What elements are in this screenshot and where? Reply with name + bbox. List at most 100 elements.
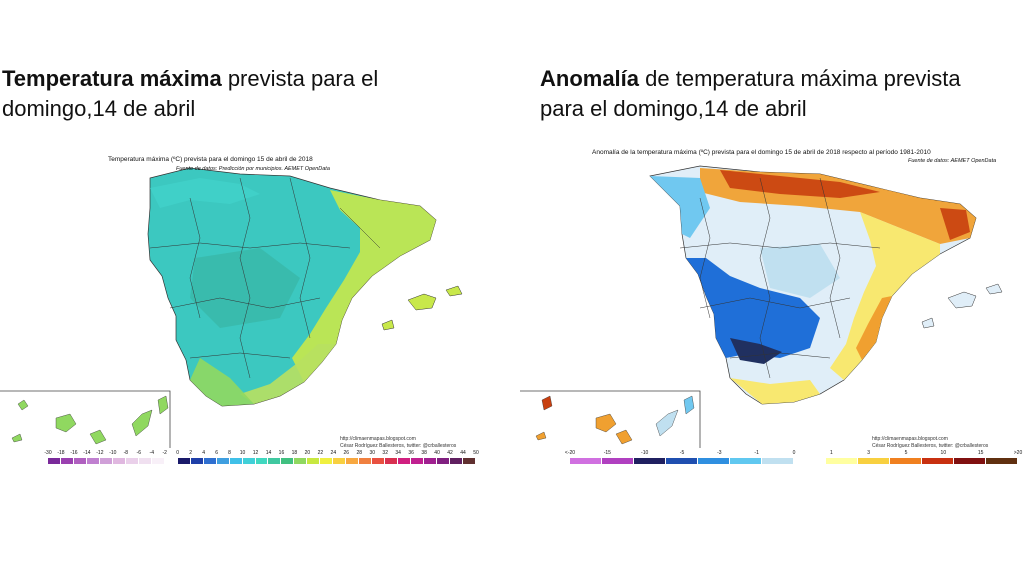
legend-tick-label: 24 xyxy=(330,450,337,456)
left-map-title: Temperatura máxima (ºC) prevista para el… xyxy=(108,156,313,163)
max-temperature-map-graphic xyxy=(0,167,463,448)
region-borders xyxy=(149,177,381,379)
legend-tick-label: -14 xyxy=(83,450,91,456)
legend-swatch xyxy=(954,458,986,464)
legend-swatch xyxy=(307,458,321,464)
legend-tick-label: 0 xyxy=(176,450,180,456)
legend-tick-label: 8 xyxy=(228,450,231,456)
legend-swatch xyxy=(698,458,730,464)
legend-tick-label: 12 xyxy=(252,450,259,456)
legend-tick-label: 36 xyxy=(408,450,414,456)
legend-swatch xyxy=(634,458,666,464)
legend-swatch xyxy=(666,458,698,464)
legend-tick-label: 20 xyxy=(304,450,311,456)
legend-swatch xyxy=(794,458,826,464)
anomaly-map: Anomalía de la temperatura máxima (ºC) p… xyxy=(520,148,1022,468)
legend-swatch xyxy=(112,458,126,464)
anomaly-map-graphic xyxy=(520,165,1003,448)
legend-tick-label: >20 xyxy=(1013,450,1023,456)
legend-tick-label: -8 xyxy=(123,450,129,456)
legend-tick-label: 22 xyxy=(317,450,324,456)
legend-swatch xyxy=(151,458,165,464)
left-panel-title: Temperatura máxima prevista para el domi… xyxy=(2,64,472,124)
legend-tick-label: -15 xyxy=(603,450,611,456)
legend-swatch xyxy=(294,458,308,464)
legend-swatch xyxy=(890,458,922,464)
legend-tick-label: 38 xyxy=(421,450,427,456)
legend-tick-label: 4 xyxy=(202,450,206,456)
right-credit-url: http://climaenmapas.blogspot.com xyxy=(872,436,948,442)
right-map-source: Fuente de datos: AEMET OpenData xyxy=(908,158,997,164)
legend-swatch xyxy=(359,458,373,464)
legend-swatch xyxy=(570,458,602,464)
legend-swatch xyxy=(398,458,412,464)
legend-tick-label: -3 xyxy=(717,450,722,456)
legend-swatch xyxy=(826,458,858,464)
legend-tick-label: 1 xyxy=(829,450,833,456)
legend-swatch xyxy=(346,458,360,464)
legend-tick-label: 30 xyxy=(369,450,376,456)
legend-swatch xyxy=(424,458,438,464)
canary-inset-frame xyxy=(0,390,171,448)
right-color-legend xyxy=(570,458,1018,464)
balearic-islands xyxy=(921,283,1003,329)
legend-swatch xyxy=(203,458,217,464)
left-credit-url: http://climaenmapas.blogspot.com xyxy=(340,436,416,442)
legend-swatch xyxy=(858,458,890,464)
legend-swatch xyxy=(333,458,347,464)
legend-swatch xyxy=(281,458,295,464)
legend-tick-label: 15 xyxy=(977,450,984,456)
legend-swatch xyxy=(190,458,204,464)
legend-swatch xyxy=(60,458,74,464)
legend-tick-label: 10 xyxy=(239,450,246,456)
right-title-rest: de temperatura máxima prevista para el d… xyxy=(540,66,961,121)
legend-tick-label: 26 xyxy=(343,450,350,456)
legend-tick-label: 40 xyxy=(434,450,440,456)
legend-swatch xyxy=(372,458,386,464)
legend-tick-label: -10 xyxy=(109,450,117,456)
legend-tick-label: <-20 xyxy=(564,450,576,456)
right-title-bold: Anomalía xyxy=(540,66,640,91)
legend-tick-label: -16 xyxy=(70,450,78,456)
legend-tick-label: 5 xyxy=(904,450,908,456)
legend-swatch xyxy=(730,458,762,464)
region-borders xyxy=(679,177,881,379)
legend-swatch xyxy=(138,458,152,464)
legend-tick-label: 42 xyxy=(447,450,453,456)
left-credit-author: César Rodríguez Ballesteros, twitter: @c… xyxy=(340,443,457,449)
left-title-rest: prevista para el domingo,14 de abril xyxy=(2,66,379,121)
left-legend-ticks: -30 -18 -16 -14 -12 -10 -8 -6 -4 -2 0 2 4 6 8 10 12 14 16 1… xyxy=(44,450,478,458)
legend-swatch xyxy=(922,458,954,464)
legend-swatch xyxy=(986,458,1018,464)
legend-swatch xyxy=(385,458,399,464)
legend-swatch xyxy=(255,458,269,464)
legend-tick-label: -12 xyxy=(96,450,104,456)
legend-tick-label: 34 xyxy=(395,450,401,456)
legend-swatch xyxy=(463,458,476,464)
legend-tick-label: 6 xyxy=(215,450,218,456)
legend-tick-label: -30 xyxy=(44,450,52,456)
legend-swatch xyxy=(320,458,334,464)
legend-swatch xyxy=(164,458,178,464)
legend-tick-label: -6 xyxy=(136,450,142,456)
legend-tick-label: 44 xyxy=(460,450,466,456)
legend-tick-label: -18 xyxy=(57,450,65,456)
legend-swatch xyxy=(177,458,191,464)
legend-tick-label: -4 xyxy=(149,450,154,456)
legend-tick-label: 32 xyxy=(382,450,388,456)
balearic-islands xyxy=(381,285,463,331)
left-color-legend xyxy=(48,458,476,464)
legend-swatch xyxy=(268,458,282,464)
legend-swatch xyxy=(73,458,87,464)
legend-swatch xyxy=(125,458,139,464)
legend-swatch xyxy=(99,458,113,464)
legend-tick-label: 3 xyxy=(867,450,871,456)
canary-islands xyxy=(535,395,695,445)
left-title-bold: Temperatura máxima xyxy=(2,66,222,91)
legend-swatch xyxy=(450,458,463,464)
legend-swatch xyxy=(48,458,61,464)
legend-tick-label: -2 xyxy=(162,450,167,456)
left-map-source: Fuente de datos: Predicción por municipi… xyxy=(176,166,330,172)
legend-tick-label: -1 xyxy=(754,450,759,456)
legend-tick-label: 0 xyxy=(792,450,796,456)
